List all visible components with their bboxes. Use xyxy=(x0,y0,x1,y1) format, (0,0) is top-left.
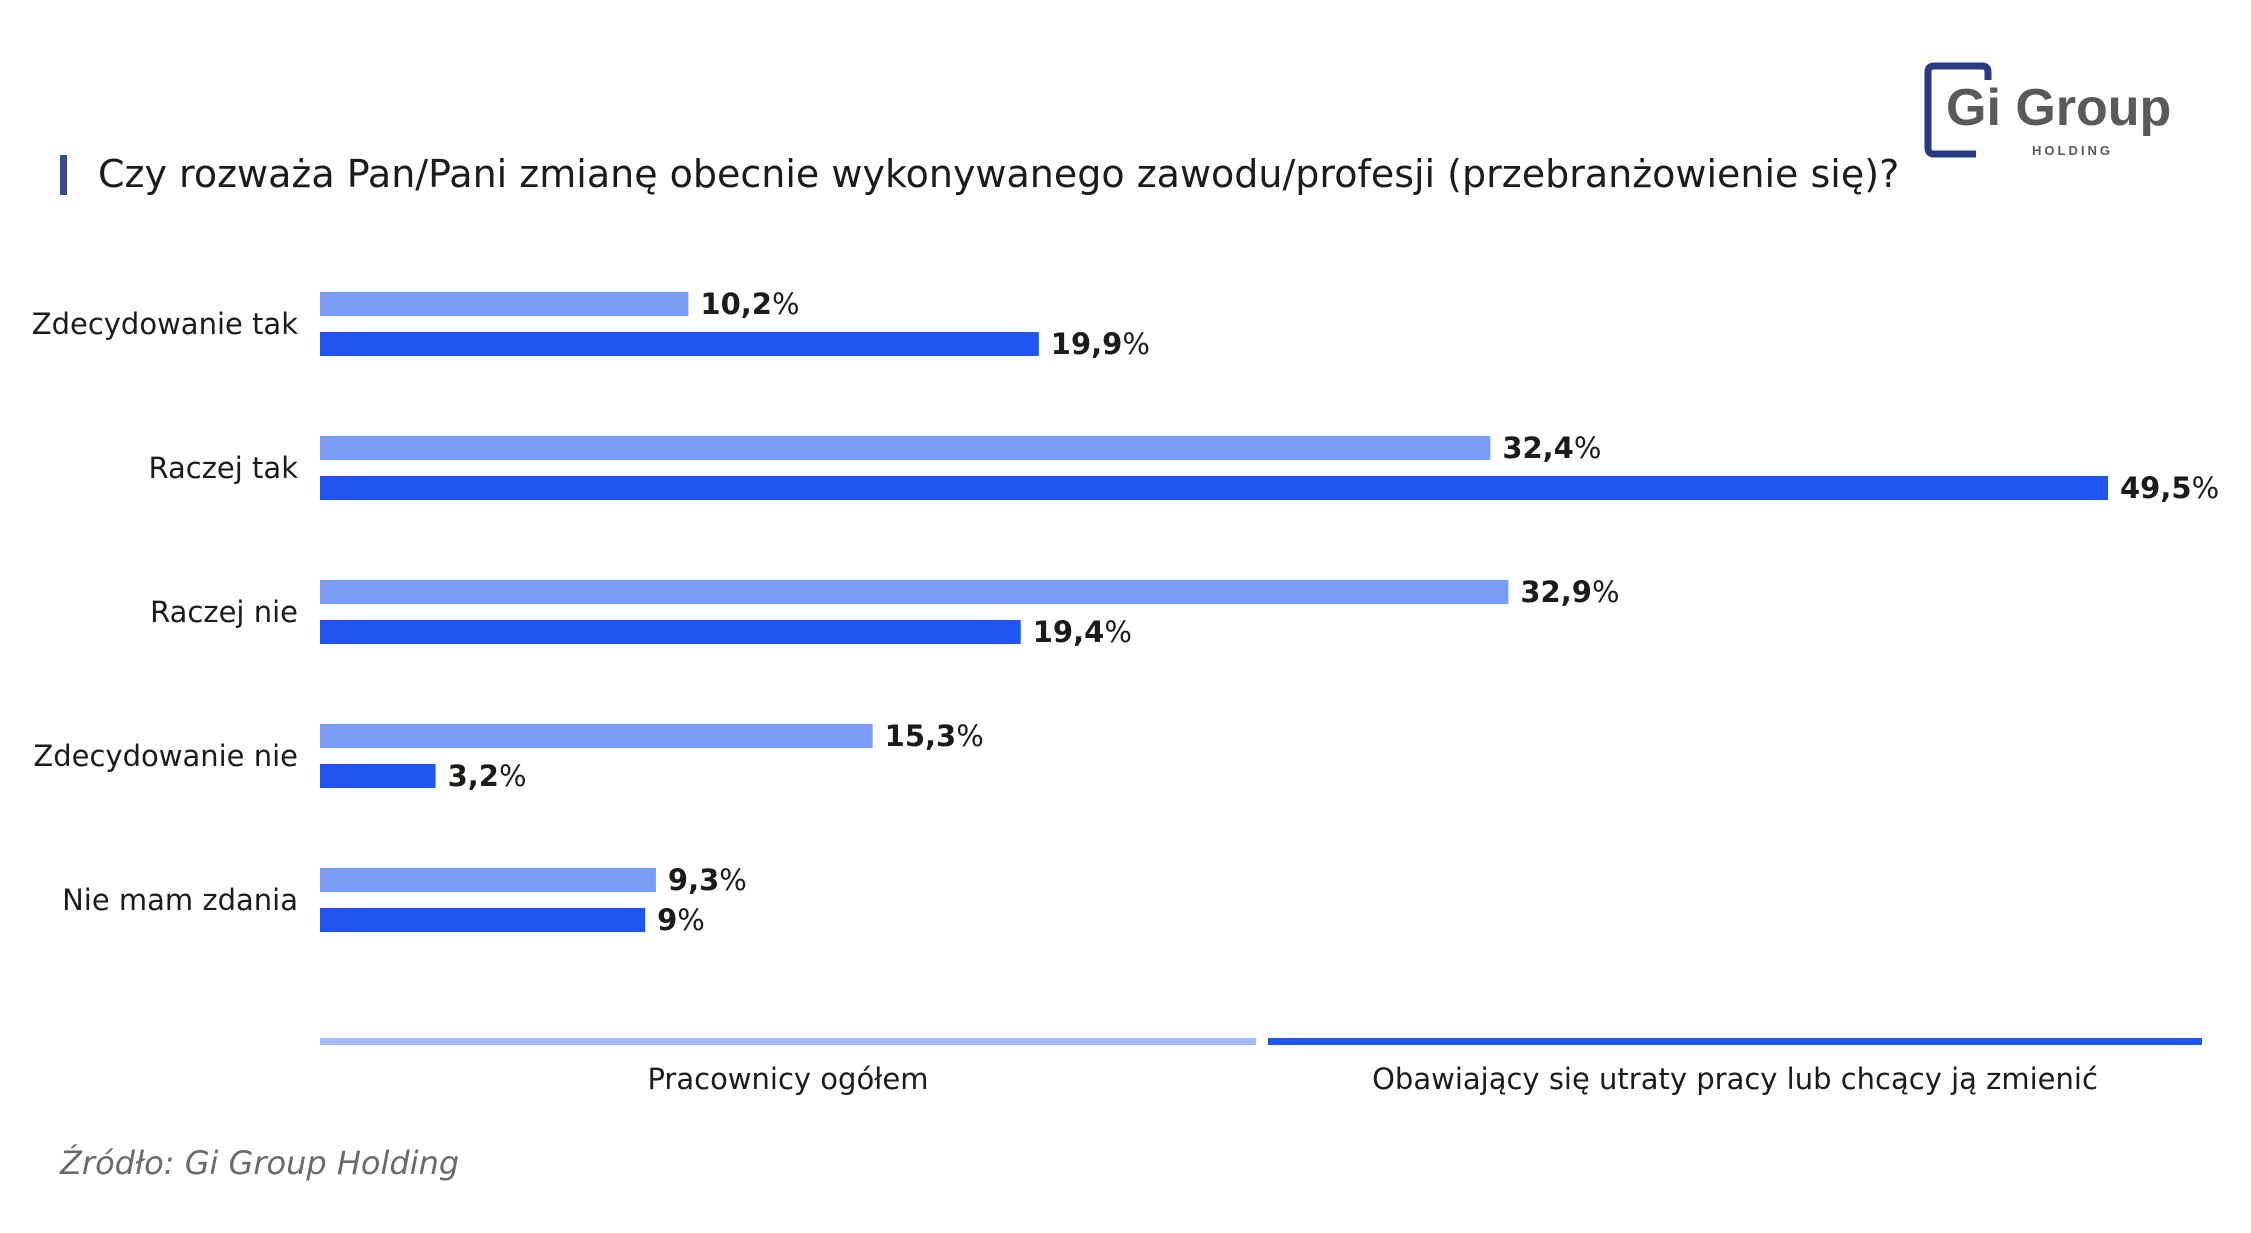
bar-obawiajacy xyxy=(320,332,1039,356)
legend-line-obawiajacy xyxy=(1268,1038,2202,1045)
bar-obawiajacy xyxy=(320,908,646,932)
bar-obawiajacy xyxy=(320,476,2108,500)
chart-title: Czy rozważa Pan/Pani zmianę obecnie wyko… xyxy=(98,152,1900,196)
bar-obawiajacy xyxy=(320,764,436,788)
category-label: Nie mam zdania xyxy=(62,883,298,917)
gi-group-logo: Gi Group HOLDING xyxy=(1924,62,2171,158)
bar-pracownicy xyxy=(320,292,689,316)
category-label: Zdecydowanie nie xyxy=(33,739,298,773)
legend-label-obawiajacy: Obawiający się utraty pracy lub chcący j… xyxy=(1372,1062,2098,1096)
data-label: 32,4% xyxy=(1502,431,1601,465)
legend-line-pracownicy xyxy=(320,1038,1256,1045)
data-label: 49,5% xyxy=(2120,471,2219,505)
category-label: Zdecydowanie tak xyxy=(32,307,299,341)
data-label: 32,9% xyxy=(1520,575,1619,609)
legend-label-pracownicy: Pracownicy ogółem xyxy=(647,1062,929,1096)
data-label: 9% xyxy=(657,903,705,937)
svg-text:HOLDING: HOLDING xyxy=(2032,143,2113,158)
title-accent-bar xyxy=(60,155,67,195)
data-label: 3,2% xyxy=(448,759,527,793)
data-label: 19,9% xyxy=(1051,327,1150,361)
data-label: 10,2% xyxy=(700,287,799,321)
data-label: 15,3% xyxy=(885,719,984,753)
bar-pracownicy xyxy=(320,580,1509,604)
data-label: 19,4% xyxy=(1033,615,1132,649)
bar-pracownicy xyxy=(320,436,1491,460)
bar-pracownicy xyxy=(320,868,656,892)
svg-text:Gi Group: Gi Group xyxy=(1946,79,2171,137)
bar-pracownicy xyxy=(320,724,873,748)
bar-obawiajacy xyxy=(320,620,1021,644)
data-label: 9,3% xyxy=(668,863,747,897)
source-note: Źródło: Gi Group Holding xyxy=(60,1144,460,1182)
category-label: Raczej nie xyxy=(150,595,298,629)
category-label: Raczej tak xyxy=(148,451,298,485)
